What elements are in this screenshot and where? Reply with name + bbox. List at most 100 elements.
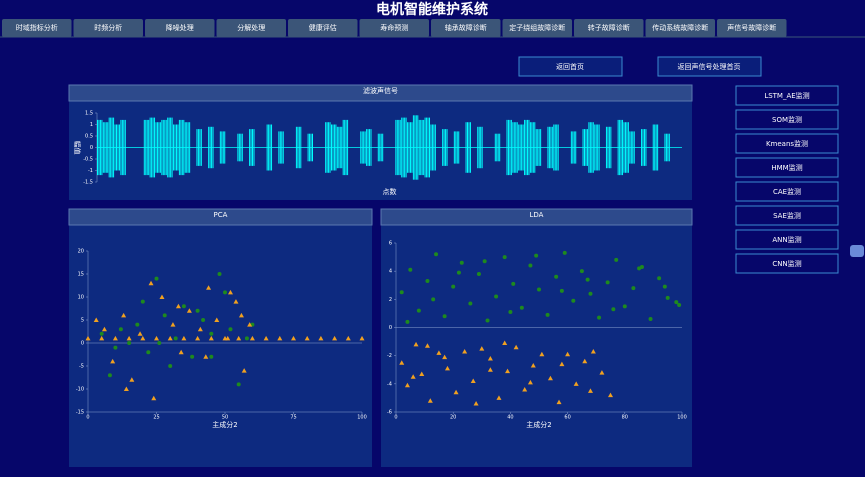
scatter-point — [622, 304, 627, 309]
scatter-point — [332, 335, 338, 341]
scatter-point — [140, 299, 145, 304]
x-tick-label: 100 — [357, 415, 367, 421]
side-button[interactable] — [735, 85, 839, 106]
scatter-point — [436, 350, 442, 355]
scatter-point — [637, 266, 642, 271]
scatter-point — [222, 335, 228, 341]
scatter-point — [545, 312, 550, 317]
scatter-point — [405, 319, 410, 324]
scatter-point — [223, 290, 227, 295]
scatter-point — [587, 388, 593, 393]
panel — [381, 209, 692, 467]
scatter-point — [648, 317, 653, 322]
tab-label[interactable]: 时频分析 — [94, 23, 122, 32]
scatter-point — [101, 326, 107, 332]
nav-button-label[interactable]: 返回首页 — [556, 62, 584, 71]
scatter-point — [236, 382, 241, 387]
nav-button-label[interactable]: 返回声信号处理首页 — [678, 62, 741, 71]
tab-label[interactable]: 传动系统故障诊断 — [652, 23, 708, 32]
nav-button[interactable] — [657, 56, 762, 77]
tab[interactable] — [288, 19, 358, 37]
tab[interactable] — [645, 19, 716, 37]
scatter-point — [534, 253, 539, 258]
side-button-label[interactable]: CNN监测 — [772, 259, 801, 268]
tab[interactable] — [359, 19, 430, 37]
y-tick-label: 0 — [389, 325, 392, 331]
tab[interactable] — [431, 19, 501, 37]
scatter-point — [479, 346, 485, 351]
side-button-label[interactable]: LSTM_AE监测 — [764, 91, 809, 100]
side-button[interactable] — [735, 157, 839, 178]
scatter-point — [511, 281, 516, 286]
scatter-point — [674, 300, 679, 305]
tab[interactable] — [216, 19, 287, 37]
side-button[interactable] — [735, 253, 839, 274]
tab[interactable] — [145, 19, 215, 37]
side-button-label[interactable]: SOM监测 — [772, 115, 802, 124]
x-tick-label: 0 — [394, 415, 397, 421]
tab[interactable] — [717, 19, 787, 37]
tab-label[interactable]: 分解处理 — [237, 23, 265, 32]
scatter-point — [201, 318, 206, 322]
scatter-point — [140, 335, 146, 341]
scatter-point — [175, 303, 181, 309]
tab-label[interactable]: 声信号故障诊断 — [727, 23, 776, 32]
tab-label[interactable]: 健康评估 — [309, 23, 337, 32]
scatter-point — [677, 302, 682, 307]
y-tick-label: -2 — [387, 353, 392, 359]
nav-button[interactable] — [518, 56, 623, 77]
scatter-point — [425, 279, 430, 284]
tab-label[interactable]: 定子绕组故障诊断 — [509, 23, 565, 32]
side-button-label[interactable]: SAE监测 — [773, 211, 801, 220]
tab[interactable] — [574, 19, 644, 37]
side-button[interactable] — [735, 205, 839, 226]
side-button-label[interactable]: Kmeans监测 — [766, 139, 808, 148]
x-axis-label: 主成分2 — [526, 420, 551, 429]
tab-label[interactable]: 降噪处理 — [166, 23, 194, 32]
side-handle[interactable] — [850, 245, 864, 257]
tab-label[interactable]: 寿命预测 — [380, 23, 408, 32]
panel-title: 滤波声信号 — [363, 86, 398, 95]
y-axis-label: 幅值 — [73, 141, 82, 155]
scatter-point — [508, 310, 513, 315]
scatter-point — [93, 317, 99, 322]
x-tick-label: 75 — [290, 415, 296, 421]
side-button-label[interactable]: CAE监测 — [773, 187, 801, 196]
scatter-point — [585, 277, 590, 282]
panel-header — [68, 208, 373, 226]
panel-title: PCA — [214, 211, 228, 219]
tab-label[interactable]: 转子故障诊断 — [588, 23, 630, 32]
side-button[interactable] — [735, 229, 839, 250]
y-tick-label: -4 — [387, 381, 392, 387]
scatter-point — [588, 291, 593, 296]
y-tick-label: -6 — [387, 410, 392, 416]
y-tick-label: -1.5 — [83, 180, 93, 186]
scatter-point — [121, 312, 127, 318]
scatter-point — [148, 280, 154, 286]
scatter-point — [537, 287, 541, 292]
scatter-point — [113, 345, 118, 350]
tab-label[interactable]: 时域指标分析 — [16, 23, 58, 32]
side-button[interactable] — [735, 181, 839, 202]
x-tick-label: 80 — [622, 415, 628, 421]
y-tick-label: -10 — [76, 387, 84, 393]
side-button-label[interactable]: ANN监测 — [772, 235, 801, 244]
scatter-point — [419, 371, 425, 376]
x-tick-label: 60 — [564, 415, 570, 421]
tab-label[interactable]: 轴承故障诊断 — [445, 23, 487, 32]
scatter-point — [547, 375, 553, 381]
scatter-point — [485, 318, 490, 323]
y-tick-label: 10 — [78, 295, 84, 301]
scatter-point — [190, 354, 195, 359]
side-button[interactable] — [735, 133, 839, 154]
x-tick-label: 100 — [677, 415, 687, 421]
side-button[interactable] — [735, 109, 839, 130]
tab[interactable] — [73, 19, 144, 37]
tab[interactable] — [502, 19, 573, 37]
side-button-label[interactable]: HMM监测 — [771, 163, 802, 172]
scatter-point — [186, 308, 192, 313]
scatter-point — [345, 335, 351, 341]
scatter-point — [123, 386, 129, 391]
y-tick-label: 15 — [78, 272, 84, 278]
tab[interactable] — [2, 19, 72, 37]
